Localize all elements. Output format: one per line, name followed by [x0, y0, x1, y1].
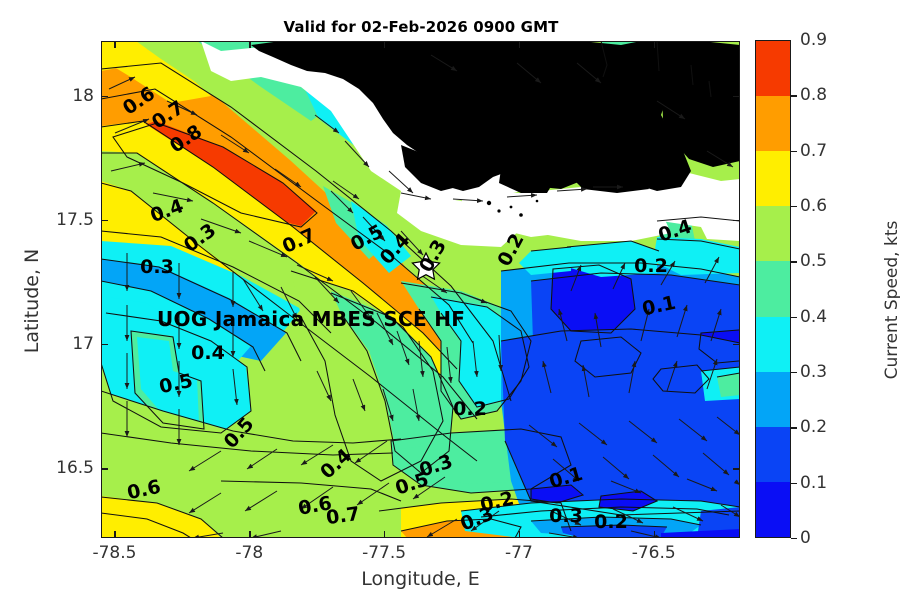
y-tick [101, 95, 108, 97]
colorbar-band [756, 206, 790, 262]
x-tick [384, 41, 386, 48]
x-tick [653, 41, 656, 48]
x-tick [518, 41, 521, 48]
x-tick-label: -78 [235, 543, 264, 563]
colorbar-tick [791, 372, 797, 374]
x-tick-label: -76.5 [631, 543, 676, 563]
colorbar-tick-label: 0.3 [800, 362, 828, 382]
colorbar-tick [791, 538, 797, 540]
contour-label: 0.2 [634, 255, 668, 277]
colorbar-tick [791, 95, 797, 97]
y-tick [733, 219, 740, 222]
colorbar-band [756, 316, 790, 372]
colorbar-band [756, 426, 790, 482]
colorbar-band [756, 481, 790, 537]
x-tick-label: -77 [505, 543, 533, 563]
colorbar-tick [791, 150, 797, 152]
colorbar-tick-label: 0.1 [800, 472, 828, 493]
x-axis-title: Longitude, E [361, 568, 480, 590]
colorbar-tick-label: 0.9 [800, 30, 828, 50]
x-tick [249, 531, 251, 538]
y-tick [101, 468, 108, 470]
colorbar-tick-label: 0.2 [800, 417, 828, 438]
y-axis-title: Latitude, N [21, 248, 43, 354]
contour-label: 0.4 [191, 342, 225, 364]
y-tick-label: 16.5 [56, 458, 94, 479]
colorbar-tick [791, 482, 797, 484]
y-tick-label: 17 [72, 334, 94, 355]
colorbar-tick-label: 0 [800, 528, 811, 548]
colorbar-band [756, 96, 790, 152]
colorbar-tick [791, 427, 797, 429]
y-tick [733, 95, 740, 97]
colorbar-title: Current Speed, kts [882, 220, 900, 380]
x-tick-label: -78.5 [92, 543, 137, 563]
x-tick-label: -77.5 [362, 543, 407, 563]
x-tick [114, 531, 116, 538]
y-tick-label: 18 [72, 85, 94, 106]
contour-label: 0.3 [140, 256, 174, 278]
x-tick [114, 41, 116, 48]
current-speed-map[interactable]: 0.6 0.7 0.8 0.4 0.3 0.3 0.7 0.5 0.4 0.3 0.2 0.4 0.2 0… [101, 41, 740, 538]
colorbar-tick-label: 0.8 [800, 85, 828, 106]
colorbar-tick-label: 0.6 [800, 196, 828, 216]
station-label: UOG Jamaica MBES SCE HF [157, 307, 466, 331]
y-tick [733, 344, 740, 346]
y-tick [733, 468, 740, 470]
colorbar-band [756, 371, 790, 427]
y-tick-label: 17.5 [56, 209, 94, 230]
y-tick [101, 219, 108, 222]
colorbar-tick-label: 0.4 [800, 306, 828, 327]
colorbar-band [756, 41, 790, 97]
colorbar-tick-label: 0.7 [800, 140, 828, 161]
colorbar-tick [791, 261, 797, 263]
x-tick [384, 531, 386, 538]
page-title: Valid for 02-Feb-2026 0900 GMT [283, 18, 559, 36]
colorbar-tick [791, 206, 797, 208]
contour-label: 0.3 [549, 505, 583, 527]
map-canvas [101, 41, 740, 538]
colorbar-tick-label: 0.5 [800, 251, 828, 272]
y-tick [101, 344, 108, 346]
y-tick-labels: 18 17.5 17 16.5 [16, 0, 94, 600]
colorbar-band [756, 261, 790, 317]
x-tick [653, 531, 656, 538]
star-marker [411, 251, 441, 281]
colorbar-tick [791, 316, 797, 318]
contour-label: 0.2 [453, 398, 487, 420]
colorbar[interactable] [755, 40, 791, 538]
colorbar-band [756, 151, 790, 207]
x-tick [249, 41, 251, 48]
contour-label: 0.7 [324, 502, 362, 530]
contour-label: 0.2 [594, 511, 628, 533]
x-tick [518, 531, 521, 538]
